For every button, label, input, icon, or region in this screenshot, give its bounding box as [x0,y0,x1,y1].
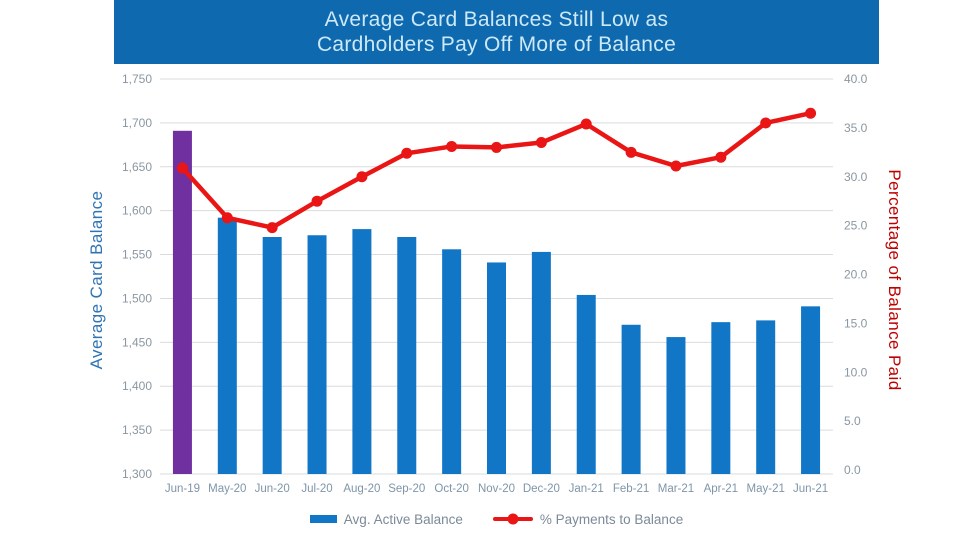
point-Sep-20 [401,147,413,159]
left-tick-label: 1,350 [122,423,152,437]
bar-Aug-20 [352,229,372,474]
legend-item-avg-active-balance: Avg. Active Balance [309,511,463,527]
bar-Jul-20 [307,235,327,474]
left-tick-label: 1,500 [122,291,152,305]
x-tick-label: May-21 [747,483,785,495]
point-Jun-21 [805,107,817,119]
x-tick-label: Jun-19 [165,483,200,495]
right-tick-label: 0.0 [844,463,861,477]
legend-label-payments-to-balance: % Payments to Balance [539,511,684,527]
x-tick-label: Feb-21 [613,483,649,495]
bar-Jun-20 [262,237,282,474]
left-tick-label: 1,750 [122,72,152,86]
x-tick-label: Jun-20 [255,483,290,495]
left-tick-label: 1,450 [122,335,152,349]
point-Nov-20 [491,141,502,153]
left-tick-label: 1,600 [122,204,152,218]
bar-May-21 [756,320,776,474]
bar-Jun-19 [172,130,192,475]
left-tick-label: 1,650 [122,160,152,174]
point-Jul-20 [311,195,323,207]
left-tick-label: 1,550 [122,248,152,262]
bar-Feb-21 [621,324,641,474]
point-Dec-20 [535,137,547,149]
bar-Mar-21 [666,337,686,474]
bar-Jan-21 [576,294,596,474]
point-Mar-21 [670,160,682,172]
point-Aug-20 [356,171,368,183]
right-tick-label: 25.0 [844,219,868,233]
bar-May-20 [217,217,237,474]
legend-line-dot-icon [507,513,519,525]
right-tick-label: 15.0 [844,316,868,330]
right-tick-label: 30.0 [844,170,868,184]
x-tick-label: Sep-20 [388,483,425,495]
legend: Avg. Active Balance % Payments to Balanc… [160,508,833,530]
legend-line-marker-icon [492,513,533,525]
point-May-20 [221,212,233,224]
legend-bar-swatch-icon [309,515,337,523]
left-tick-label: 1,700 [122,116,152,130]
bar-Jun-21 [801,306,821,474]
right-tick-label: 5.0 [844,414,861,428]
left-tick-label: 1,300 [122,467,152,481]
x-tick-label: May-20 [208,483,246,495]
legend-label-avg-active-balance: Avg. Active Balance [343,511,463,527]
x-tick-label: Dec-20 [523,483,560,495]
point-Feb-21 [625,146,637,158]
bar-Dec-20 [531,251,551,474]
left-tick-label: 1,400 [122,379,152,393]
point-Apr-21 [715,151,727,163]
point-Jan-21 [580,118,592,130]
chart-title-line2: Cardholders Pay Off More of Balance [316,33,677,56]
point-Oct-20 [446,140,458,152]
x-tick-label: Jun-21 [793,483,828,495]
right-tick-label: 20.0 [844,268,868,282]
x-tick-label: Nov-20 [478,483,515,495]
title-banner: Average Card Balances Still Low as Cardh… [114,0,879,64]
right-tick-label: 35.0 [844,121,868,135]
chart-title-line1: Average Card Balances Still Low as [324,8,669,31]
point-Jun-19 [176,162,188,174]
legend-item-payments-to-balance: % Payments to Balance [492,511,684,527]
point-May-21 [760,117,772,129]
bar-Apr-21 [711,322,731,474]
x-tick-label: Aug-20 [343,483,380,495]
x-tick-label: Jul-20 [301,483,332,495]
x-tick-label: Oct-20 [434,483,469,495]
right-tick-label: 10.0 [844,365,868,379]
x-tick-label: Mar-21 [658,483,694,495]
bar-Nov-20 [487,262,506,474]
x-tick-label: Jan-21 [569,483,604,495]
bar-Sep-20 [397,237,417,474]
right-tick-label: 40.0 [844,72,868,86]
bar-Oct-20 [442,249,462,474]
point-Jun-20 [266,222,278,234]
x-tick-label: Apr-21 [704,483,739,495]
